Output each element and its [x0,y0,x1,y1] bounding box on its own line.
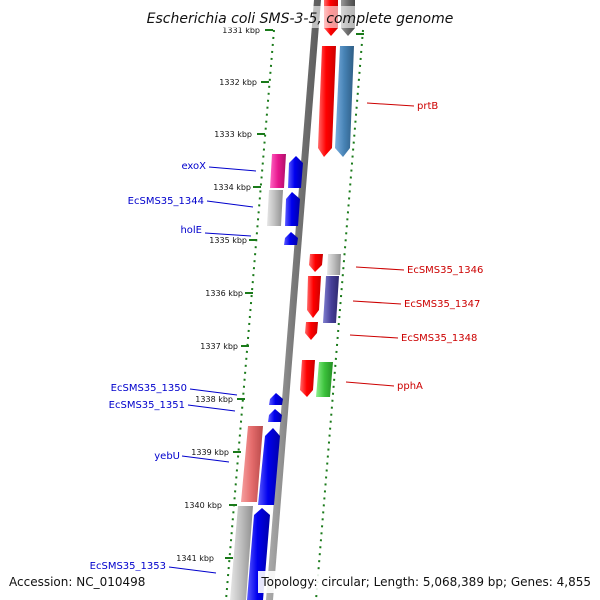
gene-yebU-salmon [241,426,263,502]
gene-EcSMS35_1344-blue [285,192,300,226]
gene-EcSMS35_1346-gray [327,254,341,275]
gene-label-exoX[interactable]: exoX [181,161,206,172]
gene-label-EcSMS35_1344[interactable]: EcSMS35_1344 [128,196,204,207]
genome-backbone [266,0,321,600]
gene-EcSMS35_1353-gray [230,506,253,600]
kbp-label-1333: 1333 kbp [214,130,252,139]
accession-text: Accession: NC_010498 [9,575,145,589]
gene-label-holE[interactable]: holE [180,225,202,236]
gene-exoX-blue [288,156,303,188]
gene-prtB-red [318,46,336,157]
kbp-label-1338: 1338 kbp [195,395,233,404]
topology-text: Topology: circular; Length: 5,068,389 bp… [260,575,591,589]
gene-label-EcSMS35_1348[interactable]: EcSMS35_1348 [401,333,477,344]
kbp-label-1335: 1335 kbp [209,236,247,245]
title-backdrop [140,6,460,28]
gene-yebU-blue [258,428,280,505]
gene-EcSMS35_1346-red [309,254,323,272]
gene-prtB-steel [335,46,354,157]
gene-label-yebU[interactable]: yebU [154,451,180,462]
gene-EcSMS35_1348-red [305,322,318,340]
gene-label-pphA[interactable]: pphA [397,381,423,392]
gene-EcSMS35_1347-purple [323,276,339,323]
gene-EcSMS35_1347-red [307,276,321,318]
kbp-label-1334: 1334 kbp [213,183,251,192]
kbp-label-1337: 1337 kbp [200,342,238,351]
right-track-dots [315,29,364,600]
gene-label-EcSMS35_1351[interactable]: EcSMS35_1351 [109,400,185,411]
footer-right-backdrop [258,571,596,593]
kbp-label-1339: 1339 kbp [191,448,229,457]
gene-EcSMS35_1351-blue [268,409,282,422]
kbp-label-1331: 1331 kbp [222,26,260,35]
right-gene-leaders [345,102,415,387]
gene-holE-blue [284,232,298,245]
gene-exoX-pink [270,154,286,188]
gene-pphA-green [316,362,333,397]
scale-ticks [225,29,364,559]
gene-EcSMS35_1344-gray [267,190,283,226]
kbp-label-1336: 1336 kbp [205,289,243,298]
gene-label-EcSMS35_1350[interactable]: EcSMS35_1350 [111,383,187,394]
gene-label-EcSMS35_1347[interactable]: EcSMS35_1347 [404,299,480,310]
gene-label-EcSMS35_1353[interactable]: EcSMS35_1353 [90,561,166,572]
kbp-label-1341: 1341 kbp [176,554,214,563]
gene-EcSMS35_1350-blue [269,393,283,405]
gene-label-EcSMS35_1346[interactable]: EcSMS35_1346 [407,265,483,276]
gene-pphA-red [300,360,315,397]
kbp-label-1340: 1340 kbp [184,501,222,510]
left-gene-leaders [168,166,257,574]
gene-label-prtB[interactable]: prtB [417,101,438,112]
footer-left-backdrop [4,571,154,593]
genome-title: Escherichia coli SMS-3-5, complete genom… [147,11,454,27]
kbp-label-1332: 1332 kbp [219,78,257,87]
